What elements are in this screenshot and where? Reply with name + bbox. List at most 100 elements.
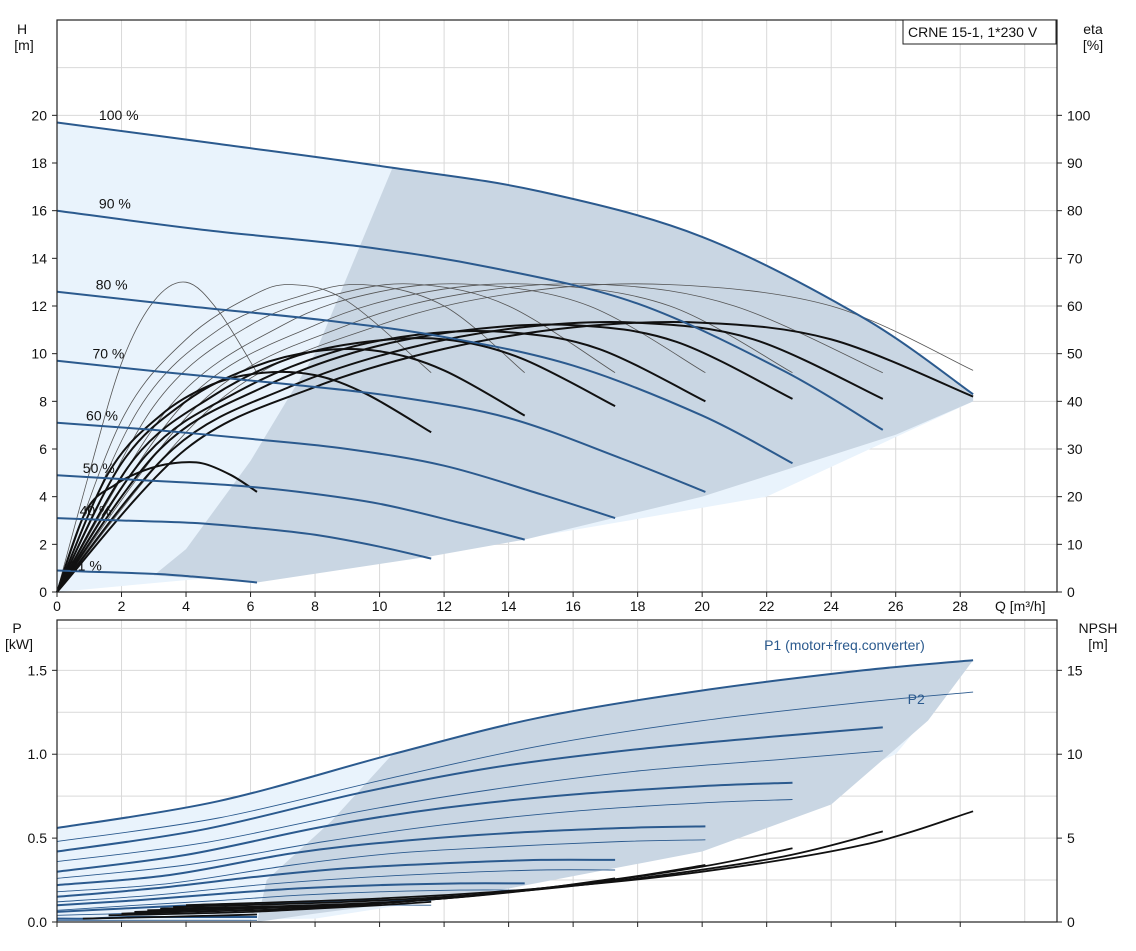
p2-curve [56, 799, 793, 879]
efficiency-tick-label: 90 [1067, 155, 1083, 171]
head-region-dark [153, 167, 974, 583]
speed-label: 80 % [96, 276, 128, 292]
power-tick-label: 0.5 [28, 830, 48, 846]
efficiency-curve [56, 320, 884, 593]
head-tick-label: 4 [39, 489, 47, 505]
chart-title-box: CRNE 15-1, 1*230 V [902, 19, 1057, 45]
npsh-curve [108, 901, 432, 917]
head-curve [56, 474, 525, 541]
p1-curve [56, 659, 974, 829]
head-tick-label: 6 [39, 441, 47, 457]
efficiency-tick-label: 80 [1067, 203, 1083, 219]
efficiency-axis-label-symbol: eta [1083, 21, 1103, 37]
efficiency-tick-label: 40 [1067, 393, 1083, 409]
head-curve [56, 517, 432, 560]
efficiency-tick-label: 100 [1067, 107, 1091, 123]
head-axis-label-unit: [m] [14, 37, 33, 53]
x-tick-label: 28 [952, 598, 968, 614]
head-axis-label-symbol: H [17, 21, 27, 37]
speed-label: 90 % [99, 195, 131, 211]
x-tick-label: 14 [501, 598, 517, 614]
p1-curve [56, 825, 706, 887]
efficiency-curve [56, 329, 706, 593]
power-tick-label: 0.0 [28, 914, 48, 930]
speed-label: 100 % [99, 107, 139, 123]
head-tick-label: 12 [31, 298, 47, 314]
power-npsh-panel: P1 (motor+freq.converter) P2 0.0 0.5 1.0 1.5… [5, 619, 1118, 930]
p1-curve [56, 882, 525, 907]
head-panel-ticks: 0 2 4 6 8 10 12 14 16 18 20 22 24 26 28024681012141618… [31, 107, 1090, 614]
speed-label: 60 % [86, 407, 118, 423]
efficiency-tick-label: 50 [1067, 346, 1083, 362]
head-tick-label: 8 [39, 393, 47, 409]
efficiency-curve-thin [56, 284, 432, 593]
head-tick-label: 16 [31, 203, 47, 219]
efficiency-curve-thin [56, 283, 793, 593]
npsh-tick-label: 0 [1067, 914, 1075, 930]
efficiency-tick-label: 10 [1067, 536, 1083, 552]
head-tick-label: 10 [31, 346, 47, 362]
npsh-axis-label-unit: [m] [1088, 636, 1107, 652]
head-curve [56, 421, 616, 520]
x-tick-label: 6 [247, 598, 255, 614]
p1-curve [56, 726, 883, 853]
efficiency-curve-thin [56, 283, 883, 593]
head-curve [56, 121, 974, 396]
p1-curve [56, 858, 616, 898]
x-tick-label: 18 [630, 598, 646, 614]
head-tick-label: 14 [31, 250, 47, 266]
x-tick-label: 26 [888, 598, 904, 614]
npsh-tick-label: 5 [1067, 830, 1075, 846]
efficiency-tick-label: 20 [1067, 489, 1083, 505]
head-tick-label: 2 [39, 536, 47, 552]
efficiency-tick-label: 70 [1067, 250, 1083, 266]
efficiency-curve-thin [56, 283, 974, 593]
x-tick-label: 8 [311, 598, 319, 614]
chart-title: CRNE 15-1, 1*230 V [908, 24, 1038, 40]
x-tick-label: 0 [53, 598, 61, 614]
speed-label: 70 % [92, 345, 124, 361]
power-tick-label: 1.5 [28, 662, 48, 678]
x-tick-label: 22 [759, 598, 775, 614]
power-series-label: P1 (motor+freq.converter) [764, 637, 925, 653]
power-axis-label-unit: [kW] [5, 636, 33, 652]
x-tick-label: 20 [694, 598, 710, 614]
x-tick-label: 4 [182, 598, 190, 614]
head-panel-operating-region [57, 122, 974, 592]
efficiency-curve [56, 323, 793, 593]
head-curve [56, 290, 793, 465]
x-tick-label: 12 [436, 598, 452, 614]
head-curve [56, 569, 258, 584]
npsh-tick-label: 15 [1067, 662, 1083, 678]
efficiency-curve [56, 320, 974, 593]
efficiency-axis-label-unit: [%] [1083, 37, 1103, 53]
x-tick-label: 24 [823, 598, 839, 614]
x-tick-label: 16 [565, 598, 581, 614]
power-series-label: P2 [908, 691, 925, 707]
efficiency-curve-thin [56, 283, 616, 593]
power-axis-label-symbol: P [12, 620, 21, 636]
efficiency-tick-label: 0 [1067, 584, 1075, 600]
power-panel-ticks: 0.0 0.5 1.0 1.5 0 5 10 15 [28, 662, 1083, 930]
p2-curve [56, 691, 974, 842]
npsh-curve [121, 889, 525, 915]
head-curve [56, 359, 706, 493]
npsh-axis-label-symbol: NPSH [1079, 620, 1118, 636]
efficiency-curve [56, 461, 258, 593]
p2-curve [56, 889, 525, 911]
efficiency-tick-label: 60 [1067, 298, 1083, 314]
efficiency-curve [56, 348, 526, 593]
speed-label: 40 % [80, 503, 112, 519]
speed-label: 50 % [83, 460, 115, 476]
power-panel-frame [56, 619, 1058, 923]
efficiency-curve-thin [56, 281, 258, 593]
x-tick-label: 10 [372, 598, 388, 614]
head-tick-label: 0 [39, 584, 47, 600]
speed-label: 21 % [70, 558, 102, 574]
p2-curve [56, 750, 883, 863]
power-tick-label: 1.0 [28, 746, 48, 762]
head-panel-curves: 100 % 90 % 80 % 70 % 60 % 50 % 40 % 21 % [56, 107, 974, 593]
p2-curve [56, 869, 616, 903]
